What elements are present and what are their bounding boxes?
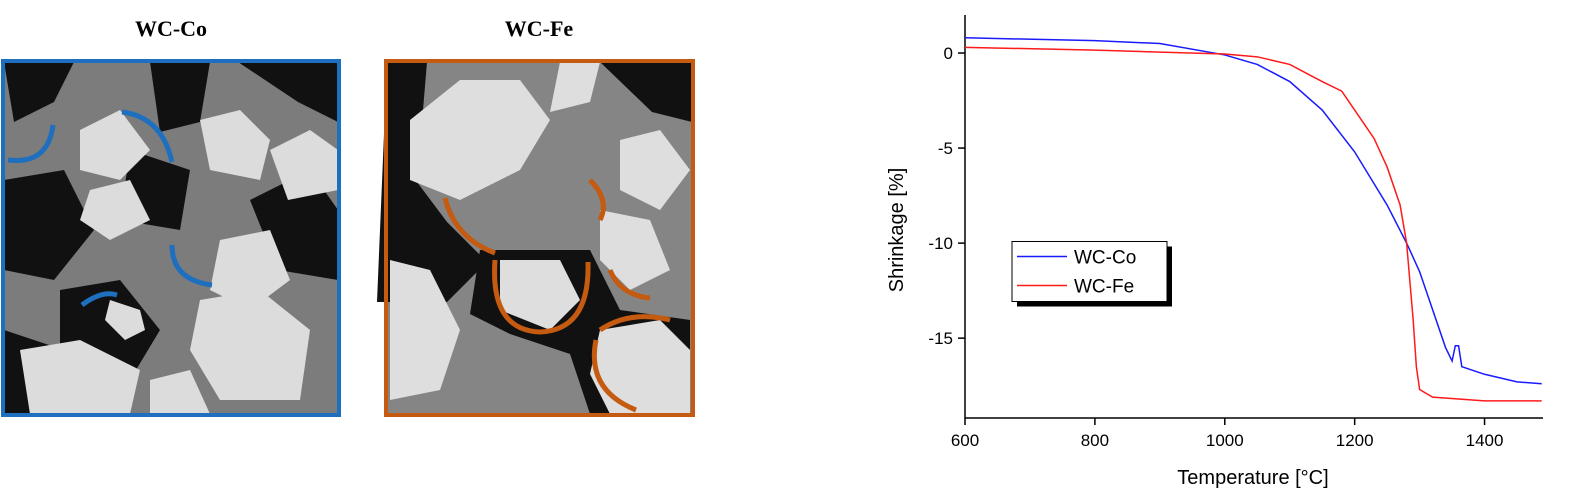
micrograph — [4, 62, 338, 414]
x-tick-label: 600 — [951, 431, 979, 450]
x-tick-label: 800 — [1081, 431, 1109, 450]
y-tick-label: -5 — [938, 139, 953, 158]
y-axis-label: Shrinkage [%] — [886, 168, 908, 293]
data-line — [964, 46, 1542, 402]
panel-title: WC-Fe — [505, 16, 574, 41]
y-tick-label: -15 — [928, 329, 953, 348]
legend-label: WC-Fe — [1074, 277, 1134, 298]
legend-box — [1011, 241, 1168, 302]
panel-title: WC-Co — [135, 16, 207, 41]
data-line — [964, 37, 1542, 385]
panel-frame — [384, 59, 695, 417]
micrograph — [377, 62, 692, 414]
x-tick-label: 1200 — [1336, 431, 1374, 450]
panel-frame — [1, 59, 341, 417]
y-tick-label: -10 — [928, 234, 953, 253]
y-tick-label: 0 — [944, 44, 953, 63]
x-axis-label: Temperature [°C] — [1177, 467, 1328, 489]
x-tick-label: 1000 — [1206, 431, 1244, 450]
x-tick-label: 1400 — [1466, 431, 1504, 450]
legend-label: WC-Co — [1074, 248, 1136, 269]
